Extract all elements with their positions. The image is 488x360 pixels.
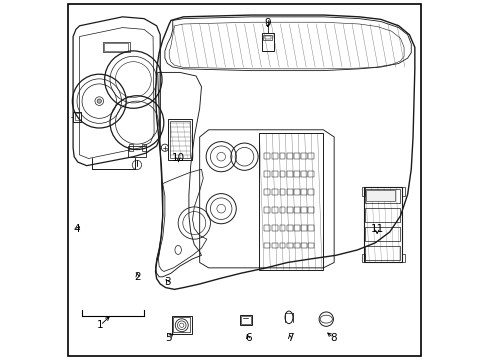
Bar [279, 207, 285, 213]
Bar [142, 144, 145, 150]
Bar [293, 225, 299, 230]
Bar [301, 207, 306, 213]
Bar [365, 208, 400, 222]
Bar [365, 226, 400, 241]
Bar [102, 42, 129, 52]
Bar [286, 189, 292, 195]
Bar [264, 225, 269, 230]
Bar [308, 189, 313, 195]
Bar [293, 243, 299, 248]
Bar [264, 243, 269, 248]
Bar [301, 153, 306, 159]
Bar [301, 189, 306, 195]
Bar [264, 207, 269, 213]
Bar [366, 190, 394, 201]
Circle shape [95, 97, 103, 105]
Bar [286, 225, 292, 230]
Bar [258, 134, 323, 270]
Bar [271, 207, 277, 213]
Bar [293, 189, 299, 195]
Bar [362, 187, 364, 196]
Text: 7: 7 [286, 333, 293, 343]
Text: 3: 3 [164, 277, 171, 287]
Bar [264, 171, 269, 177]
Bar [279, 153, 285, 159]
Text: 9: 9 [264, 18, 270, 28]
Bar [271, 171, 277, 177]
Text: 5: 5 [165, 333, 171, 343]
Bar [286, 153, 292, 159]
Bar [264, 189, 269, 195]
Bar [308, 225, 313, 230]
Bar [241, 316, 250, 324]
Bar [293, 171, 299, 177]
Bar [271, 243, 277, 248]
Bar [301, 171, 306, 177]
Circle shape [217, 152, 225, 161]
Bar [308, 153, 313, 159]
Circle shape [217, 204, 225, 213]
Bar [261, 33, 274, 51]
Bar [74, 113, 79, 121]
Bar [168, 119, 191, 160]
Bar [104, 43, 128, 51]
Bar [263, 35, 272, 40]
Circle shape [179, 323, 183, 327]
Text: 10: 10 [172, 153, 184, 163]
Bar [286, 171, 292, 177]
Bar [129, 144, 133, 150]
Bar [173, 317, 190, 332]
Bar [308, 171, 313, 177]
Bar [279, 243, 285, 248]
Bar [172, 316, 191, 334]
Bar [402, 253, 405, 262]
Bar [402, 187, 405, 196]
Bar [271, 225, 277, 230]
Bar [301, 225, 306, 230]
Bar [286, 243, 292, 248]
Bar [271, 189, 277, 195]
Bar [308, 243, 313, 248]
Bar [365, 246, 400, 260]
Text: 11: 11 [370, 225, 383, 234]
Text: 4: 4 [74, 225, 80, 234]
Bar [365, 189, 400, 203]
Text: 1: 1 [97, 320, 103, 330]
Bar [279, 225, 285, 230]
Text: 2: 2 [134, 272, 141, 282]
Bar [279, 171, 285, 177]
Bar [362, 253, 364, 262]
Text: 8: 8 [329, 333, 336, 343]
Bar [240, 315, 251, 325]
Bar [308, 207, 313, 213]
Bar [169, 121, 190, 158]
Bar [264, 36, 271, 39]
Bar [363, 187, 402, 262]
Bar [264, 153, 269, 159]
Bar [301, 243, 306, 248]
Bar [286, 207, 292, 213]
Bar [293, 207, 299, 213]
Text: 6: 6 [244, 333, 251, 343]
Bar [279, 189, 285, 195]
Bar [271, 153, 277, 159]
Bar [293, 153, 299, 159]
Bar [73, 112, 81, 122]
Circle shape [97, 99, 101, 103]
